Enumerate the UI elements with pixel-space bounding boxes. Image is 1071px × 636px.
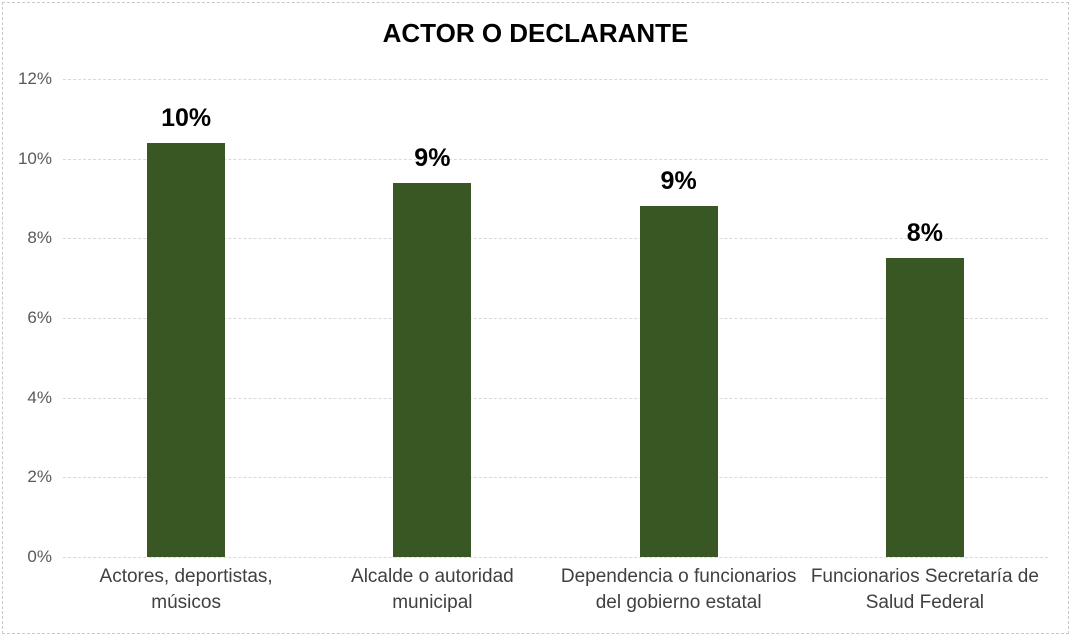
gridline <box>63 397 1048 399</box>
x-axis-labels: Actores, deportistas, músicos Alcalde o a… <box>63 564 1048 616</box>
bar <box>393 182 472 557</box>
gridline <box>63 79 1048 80</box>
bar <box>885 258 964 557</box>
gridline <box>63 557 1048 558</box>
x-axis-category-label: Actores, deportistas, músicos <box>99 566 273 613</box>
x-axis-category-label: Alcalde o autoridad municipal <box>351 566 514 613</box>
gridline <box>63 477 1048 479</box>
gridline <box>63 238 1048 240</box>
bar-value-label: 9% <box>660 167 697 196</box>
y-axis-tick-label: 10% <box>17 148 52 168</box>
gridline <box>63 318 1048 319</box>
y-axis-tick-label: 12% <box>17 69 52 88</box>
bar-value-label: 8% <box>906 219 943 248</box>
bar <box>147 142 226 557</box>
bar <box>639 206 718 557</box>
y-axis-tick-label: 2% <box>27 467 52 487</box>
x-axis-category-label: Funcionarios Secretaría de Salud Federal <box>810 566 1039 613</box>
x-axis-category-label: Dependencia o funcionarios del gobierno … <box>560 566 797 613</box>
bar-value-label: 9% <box>414 143 451 172</box>
chart-title: ACTOR O DECLARANTE <box>382 18 689 48</box>
bar-value-label: 10% <box>161 103 212 132</box>
y-axis-tick-label: 8% <box>27 228 52 248</box>
gridline <box>63 158 1048 160</box>
y-axis-tick-label: 4% <box>27 387 52 407</box>
plot-area: 10% 9% 9% 8% <box>63 79 1048 558</box>
y-axis-tick-label: 0% <box>27 547 52 566</box>
y-axis-tick-label: 6% <box>27 308 52 327</box>
